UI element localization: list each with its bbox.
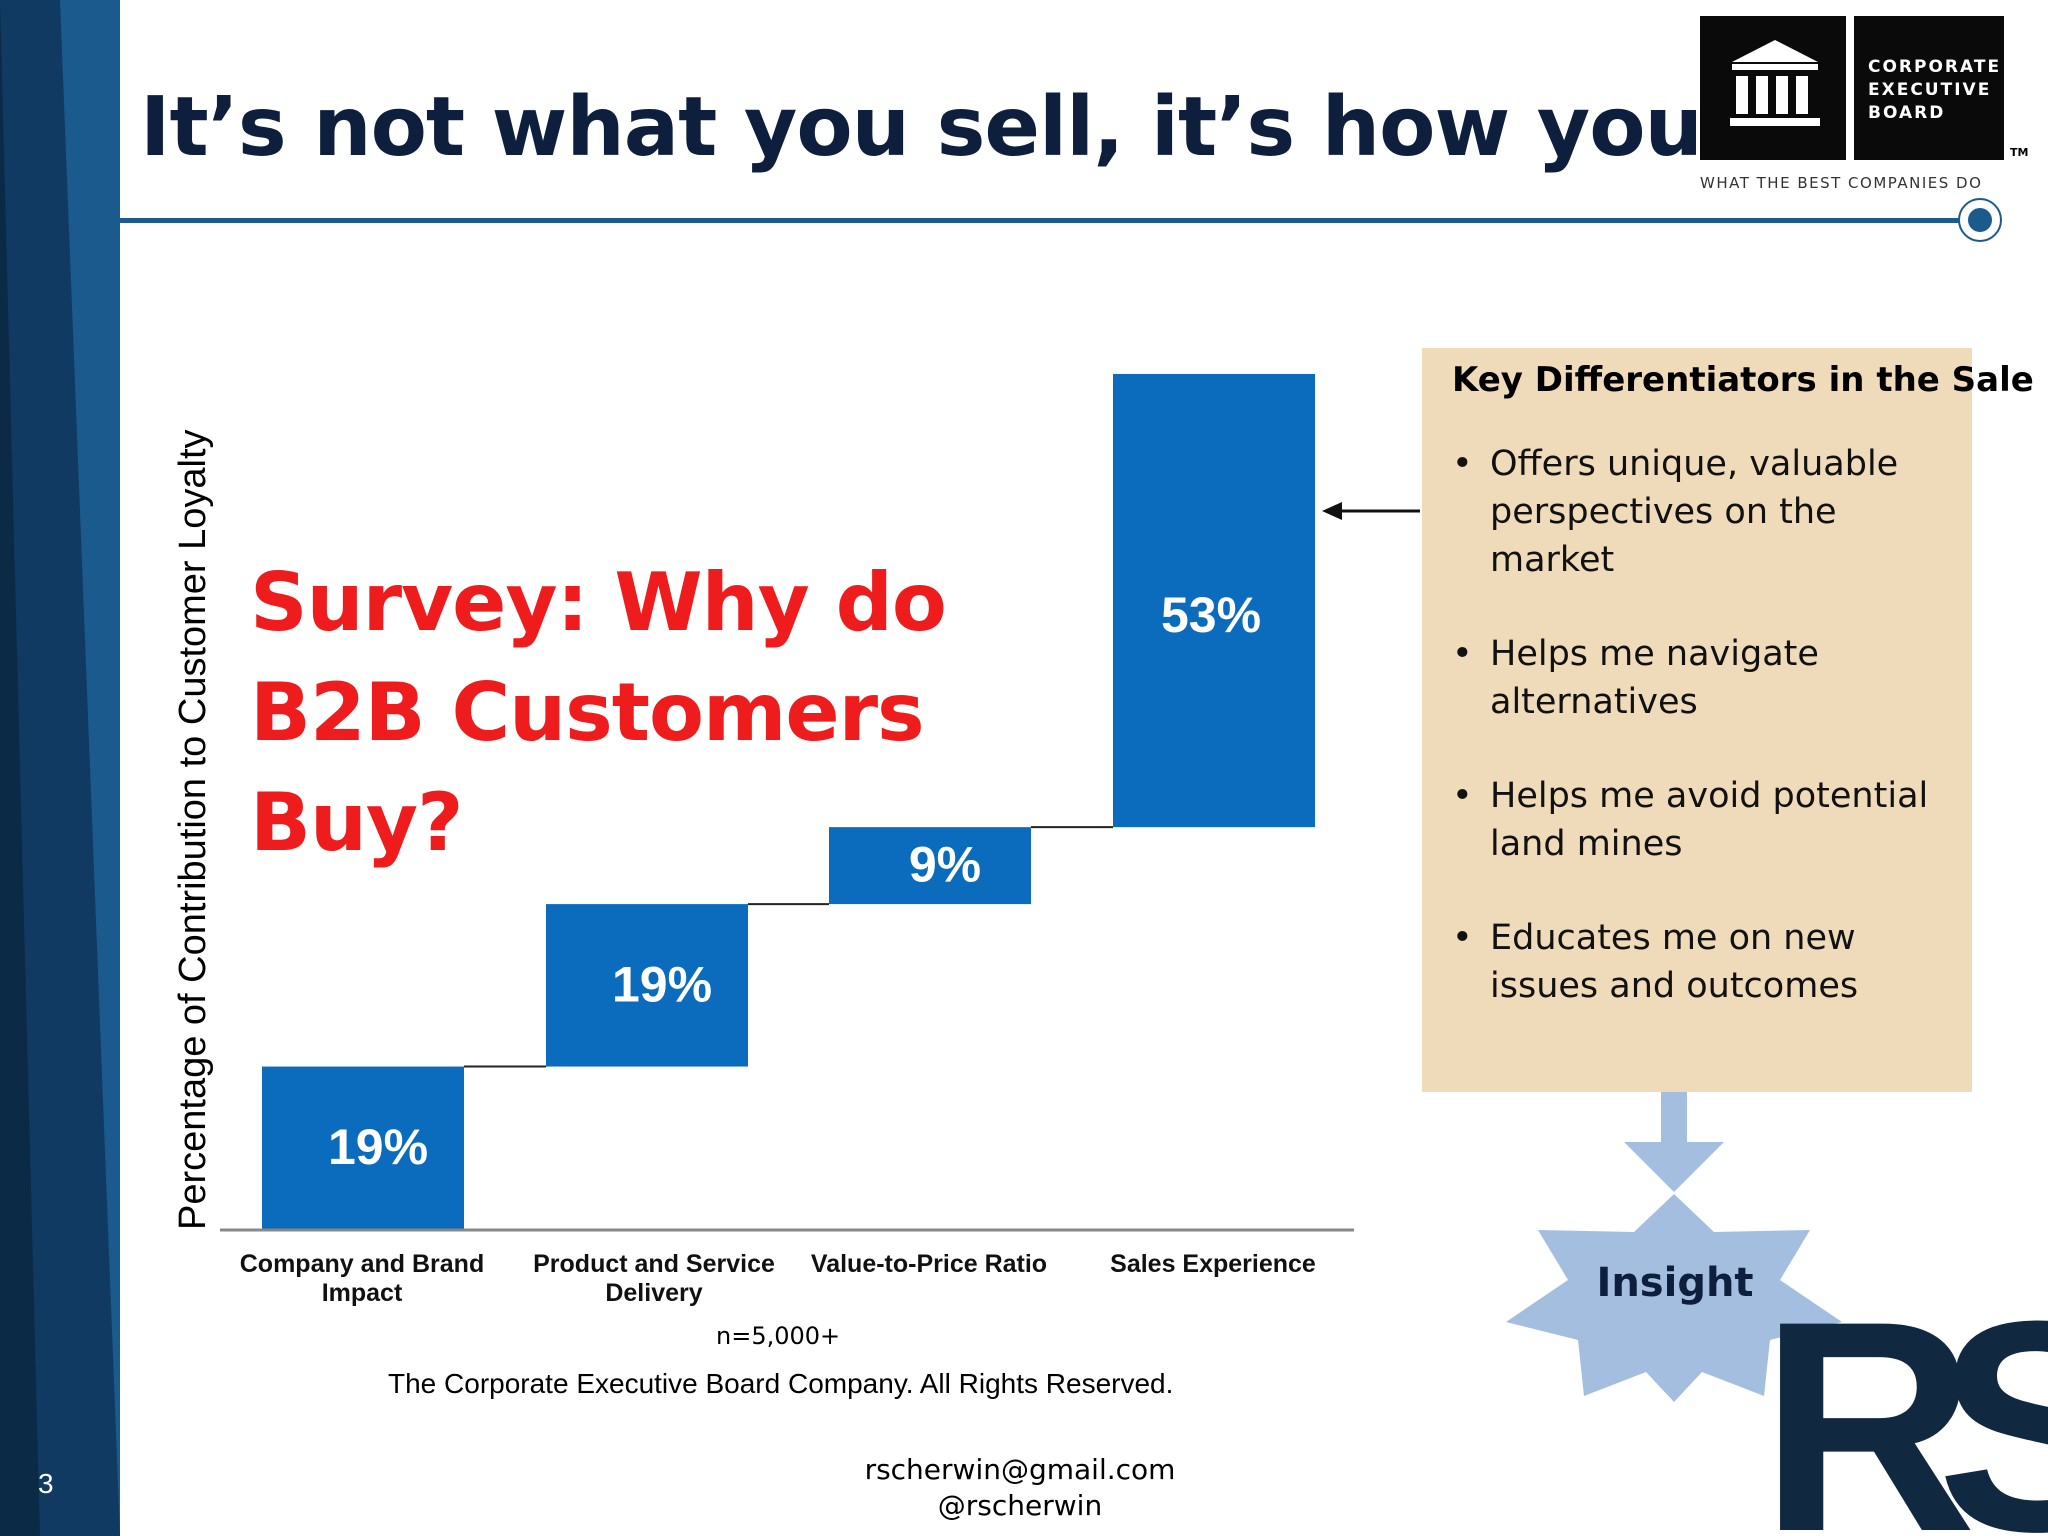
contact-email: rscherwin@gmail.com (864, 1453, 1176, 1486)
ceb-logo-box: CORPORATE EXECUTIVE BOARD (1700, 16, 2004, 160)
bullet: • (1452, 918, 1473, 958)
bar-data-label: 19% (328, 1119, 428, 1175)
ceb-logo: CORPORATE EXECUTIVE BOARD WHAT THE BEST … (1700, 16, 2040, 196)
ceb-logo-text: CORPORATE EXECUTIVE BOARD (1868, 56, 2002, 125)
key-differentiators-panel: Key Differentiators in the Sale • Offers … (1422, 348, 2034, 1092)
bullet: • (1452, 634, 1473, 674)
ceb-logo-line: BOARD (1868, 103, 1946, 123)
copyright-notice: The Corporate Executive Board Company. A… (388, 1368, 1174, 1399)
insight-label: Insight (1596, 1260, 1754, 1306)
list-item-text: Offers unique, valuable perspectives on … (1490, 444, 1899, 580)
sidebar-decoration (0, 0, 120, 1536)
contact-handle: @rscherwin (937, 1489, 1103, 1522)
title-divider (120, 218, 1982, 223)
title-divider-dot-center (1968, 208, 1992, 232)
sample-size-note: n=5,000+ (716, 1322, 841, 1350)
list-item: • Helps me avoid potential land mines (1452, 772, 1950, 868)
page-title: It’s not what you sell, it’s how you sel… (140, 80, 1887, 175)
rs-logo-text: RS (1760, 1300, 2048, 1536)
chart-bar (546, 904, 748, 1067)
list-item: • Offers unique, valuable perspectives on… (1452, 440, 1950, 584)
chart-bar (262, 1066, 464, 1229)
down-arrow-head (1624, 1142, 1724, 1192)
bar-data-label: 53% (1161, 587, 1261, 643)
x-tick-label: Product and Service Delivery (533, 1250, 775, 1307)
chart-bar (1113, 374, 1315, 828)
contact-info: rscherwin@gmail.com @rscherwin (820, 1452, 1220, 1524)
bullet: • (1452, 444, 1473, 484)
list-item: • Educates me on new issues and outcomes (1452, 914, 1950, 1010)
x-tick-label: Sales Experience (1110, 1250, 1316, 1278)
x-tick-label: Company and Brand Impact (240, 1250, 484, 1307)
ceb-logo-tagline: WHAT THE BEST COMPANIES DO (1700, 174, 1983, 192)
slide-number: 3 (38, 1468, 54, 1499)
list-item-text: Educates me on new issues and outcomes (1490, 918, 1859, 1006)
building-icon (1730, 40, 1820, 126)
survey-headline: Survey: Why do B2B Customers Buy? (250, 556, 947, 869)
rs-logo: RS (1760, 1300, 2048, 1536)
ceb-logo-trademark: TM (2010, 146, 2029, 159)
pointer-arrow-head (1322, 502, 1342, 520)
bar-data-label: 19% (612, 956, 712, 1012)
list-item-text: Helps me avoid potential land mines (1490, 776, 1929, 864)
bullet: • (1452, 776, 1473, 816)
list-item: • Helps me navigate alternatives (1452, 630, 1950, 726)
x-tick-label: Value-to-Price Ratio (811, 1250, 1047, 1278)
title-divider-dot (1958, 198, 2002, 242)
ceb-logo-line: CORPORATE (1868, 57, 2002, 77)
ceb-logo-line: EXECUTIVE (1868, 80, 1992, 100)
down-arrow-shaft (1661, 1092, 1687, 1142)
chart-y-axis-label: Percentage of Contribution to Customer L… (172, 429, 214, 1230)
panel-title: Key Differentiators in the Sale (1452, 360, 2034, 400)
ceb-logo-divider (1846, 16, 1854, 160)
list-item-text: Helps me navigate alternatives (1490, 634, 1819, 722)
